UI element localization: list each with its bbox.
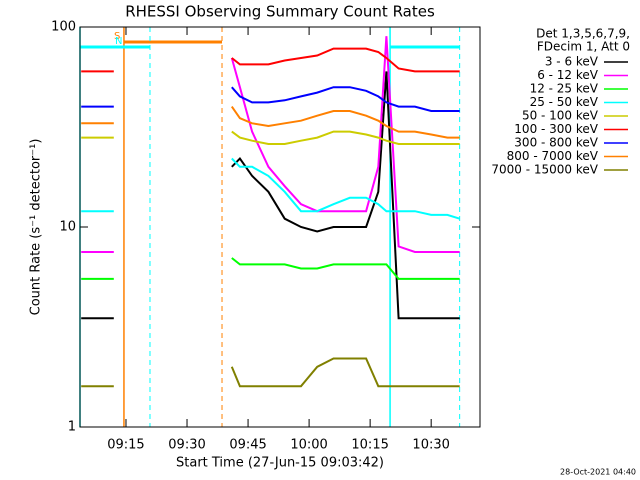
- series-line: [81, 257, 460, 280]
- legend-label: 100 - 300 keV: [514, 122, 598, 136]
- legend-label: 300 - 800 keV: [514, 136, 598, 150]
- legend-label: 3 - 6 keV: [545, 55, 599, 69]
- x-tick-label: 10:30: [412, 438, 449, 453]
- legend-label: 800 - 7000 keV: [507, 149, 599, 163]
- series-line: [81, 357, 460, 388]
- y-axis-label: Count Rate (s⁻¹ detector⁻¹): [29, 139, 44, 316]
- legend-header: FDecim 1, Att 0: [537, 40, 630, 54]
- legend-label: 50 - 100 keV: [522, 109, 599, 123]
- series-line: [81, 157, 460, 220]
- chart-title: RHESSI Observing Summary Count Rates: [125, 3, 435, 21]
- y-tick-label: 100: [51, 20, 76, 35]
- series-line: [81, 130, 460, 145]
- x-tick-label: 09:30: [168, 438, 205, 453]
- y-tick-label: 1: [68, 420, 76, 435]
- series-line: [81, 71, 460, 320]
- x-tick-label: 10:00: [290, 438, 327, 453]
- series-line: [81, 36, 460, 253]
- legend-label: 7000 - 15000 keV: [491, 163, 598, 177]
- y-tick-label: 10: [59, 220, 76, 235]
- x-tick-label: 09:45: [229, 438, 266, 453]
- series-line: [81, 47, 460, 73]
- legend-label: 25 - 50 keV: [530, 95, 599, 109]
- footer: 28-Oct-2021 04:40: [560, 468, 636, 477]
- legend-header: Det 1,3,5,6,7,9,: [536, 27, 630, 41]
- flag-label: N: [115, 36, 122, 47]
- legend-label: 12 - 25 keV: [530, 82, 599, 96]
- x-tick-label: 10:15: [351, 438, 388, 453]
- series-line: [81, 86, 460, 112]
- x-axis-label: Start Time (27-Jun-15 09:03:42): [176, 456, 384, 471]
- legend-label: 6 - 12 keV: [537, 68, 599, 82]
- flag-label: S: [114, 31, 120, 42]
- x-tick-label: 09:15: [107, 438, 144, 453]
- series-line: [81, 106, 460, 139]
